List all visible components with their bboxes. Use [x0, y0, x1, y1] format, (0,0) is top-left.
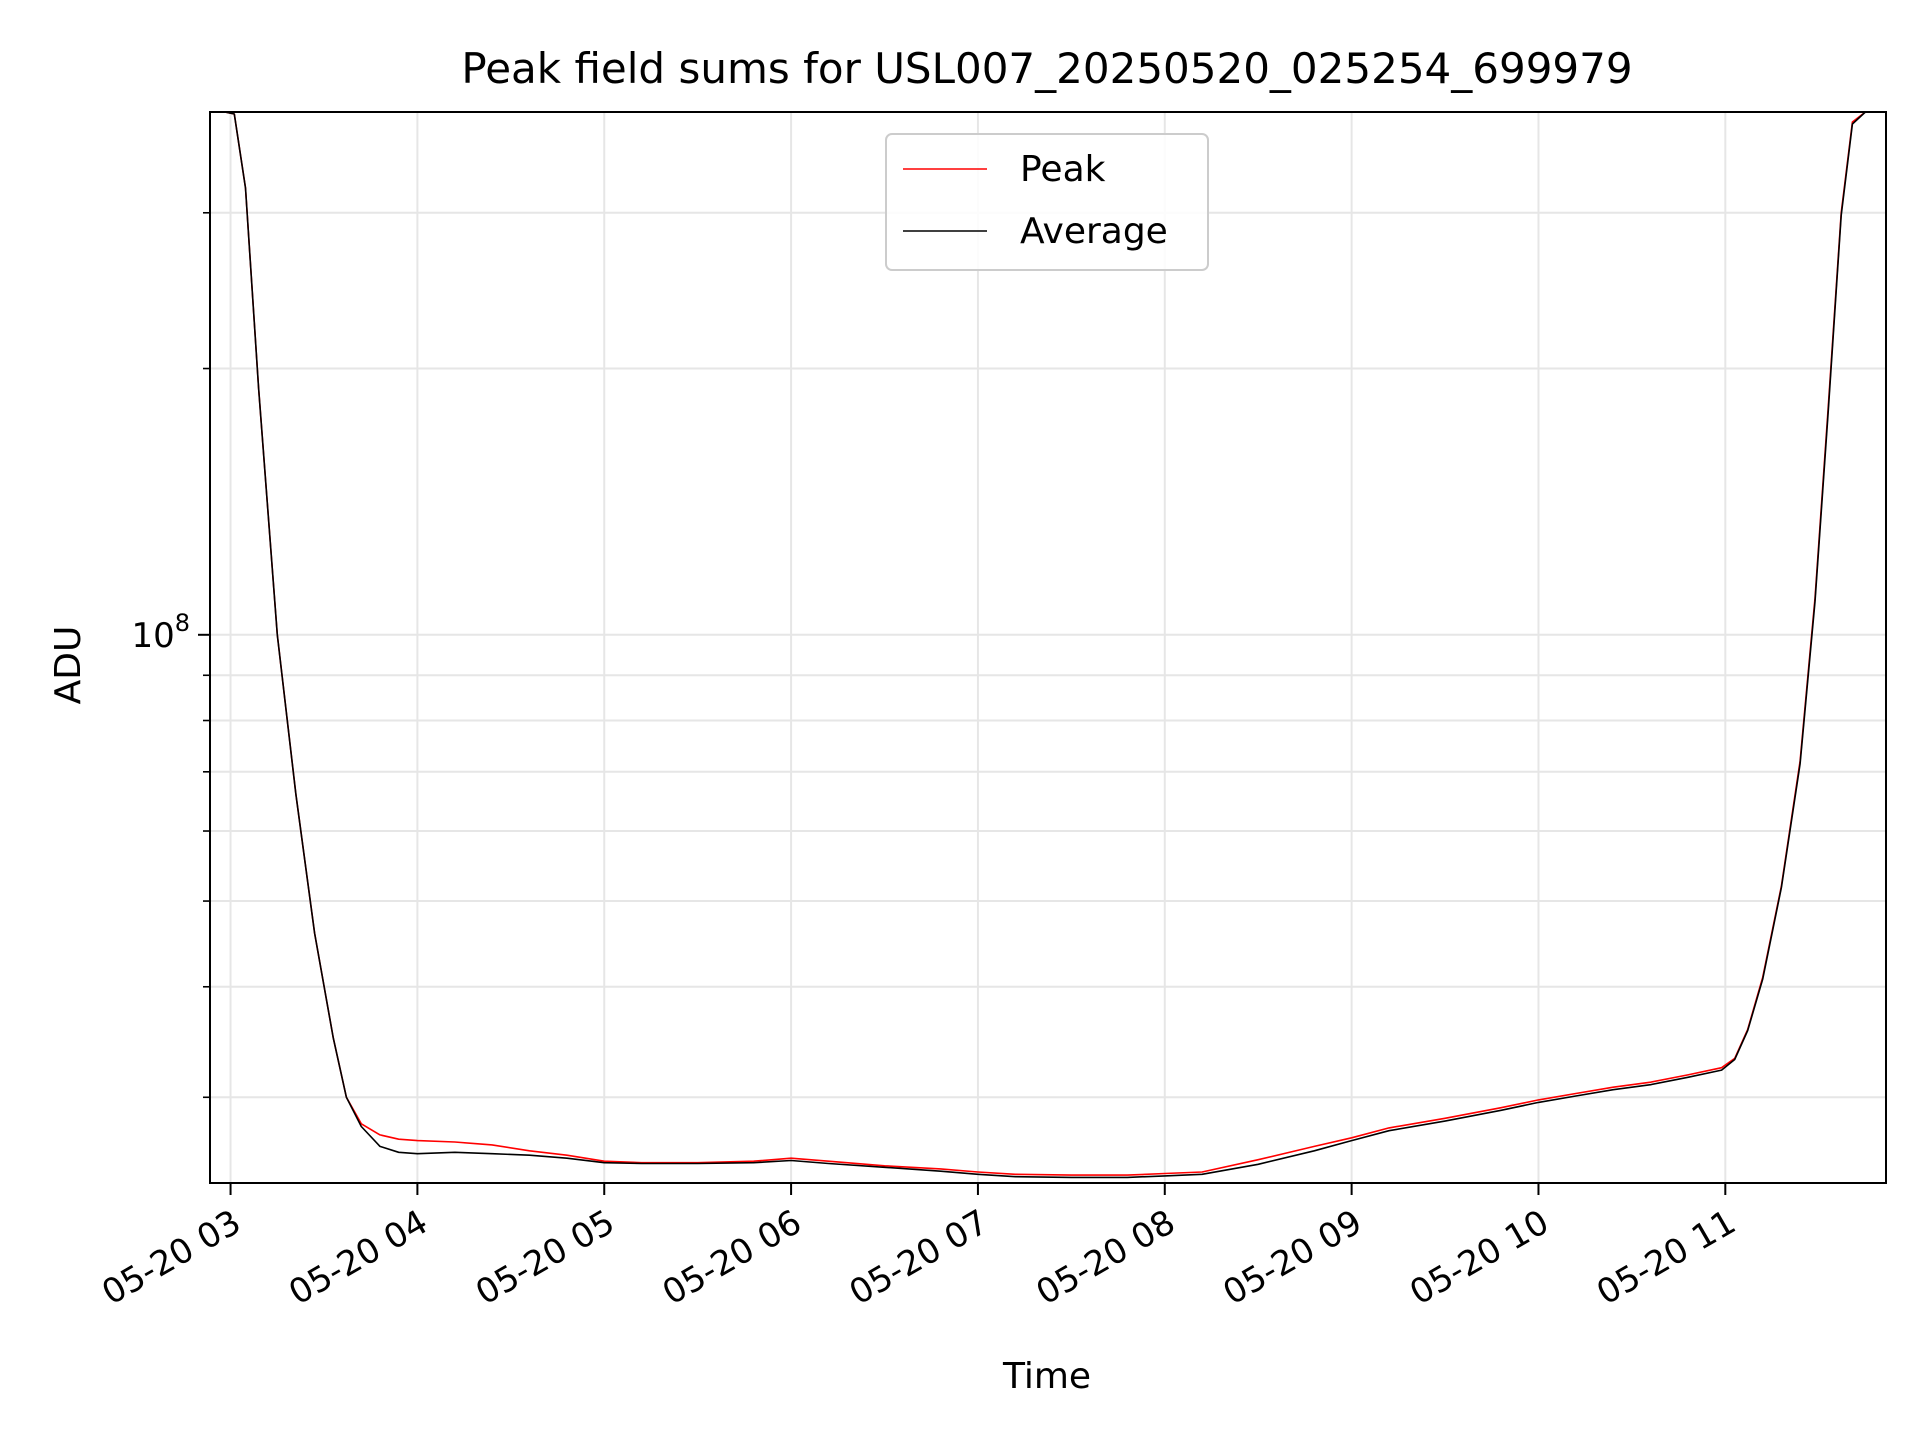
grid-lines — [210, 112, 1886, 1183]
legend-box — [885, 133, 1209, 271]
chart-title: Peak field sums for USL007_20250520_0252… — [461, 44, 1632, 93]
y-tick-label: 108 — [131, 609, 190, 656]
legend-label-average: Average — [1020, 211, 1168, 252]
x-axis-label: Time — [1002, 1356, 1091, 1397]
plot-series — [210, 111, 1866, 1179]
series-line-average — [210, 111, 1866, 1179]
legend-label-peak: Peak — [1020, 149, 1106, 190]
legend: Peak Average — [885, 133, 1209, 271]
y-axis-label: ADU — [48, 626, 89, 705]
axes-frame — [209, 111, 1887, 1184]
